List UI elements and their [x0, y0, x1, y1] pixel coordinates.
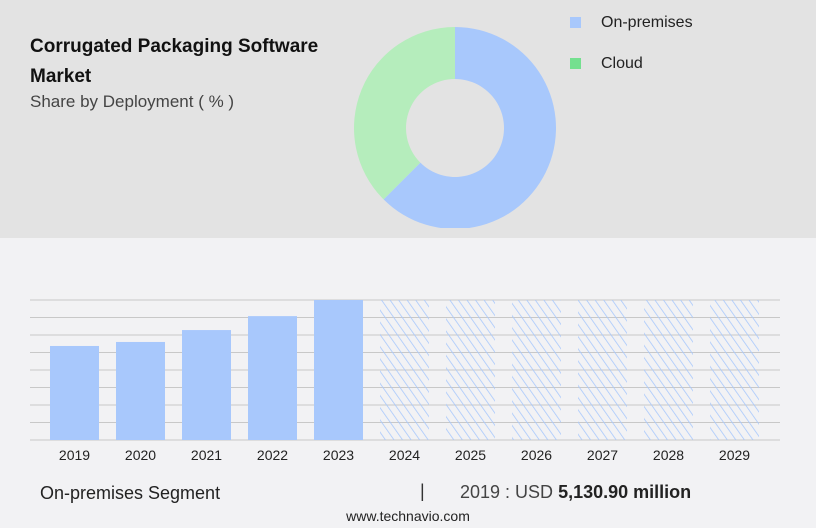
bar-2021 [182, 330, 231, 440]
bar-2024 [380, 300, 429, 440]
donut-slice-on-premises [383, 27, 556, 228]
bar-2025 [446, 300, 495, 440]
legend-swatch [570, 17, 581, 29]
chart-subtitle: Share by Deployment ( % ) [30, 92, 235, 111]
bar-2023 [314, 300, 363, 440]
donut-slice-cloud [353, 27, 455, 200]
bar-2019 [50, 345, 99, 440]
x-tick-label: 2027 [587, 447, 618, 463]
bar-2027 [578, 300, 627, 440]
legend-on-premises: On-premises [570, 14, 693, 32]
legend-label: On-premises [601, 14, 693, 31]
segment-value: 2019 : USD 5,130.90 million [460, 482, 691, 503]
x-tick-label: 2020 [125, 447, 156, 463]
legend-label: Cloud [601, 55, 643, 72]
bar-2026 [512, 300, 561, 440]
x-tick-label: 2029 [719, 447, 750, 463]
value-prefix: 2019 : USD [460, 482, 554, 502]
bar-2029 [710, 300, 759, 440]
source-url: www.technavio.com [346, 508, 470, 524]
value-amount: 5,130.90 million [558, 482, 692, 502]
x-tick-label: 2023 [323, 447, 354, 463]
x-tick-label: 2022 [257, 447, 288, 463]
bar-2022 [248, 316, 297, 440]
bar-2020 [116, 341, 165, 440]
bar-2028 [644, 300, 693, 440]
separator: | [420, 481, 425, 501]
x-tick-label: 2024 [389, 447, 420, 463]
legend-swatch [570, 58, 581, 70]
x-tick-label: 2019 [59, 447, 90, 463]
x-tick-label: 2021 [191, 447, 222, 463]
segment-label: On-premises Segment [40, 483, 221, 503]
chart-title: Corrugated Packaging Software Market [30, 36, 319, 87]
x-tick-label: 2026 [521, 447, 552, 463]
legend-cloud: Cloud [570, 55, 643, 73]
x-tick-label: 2028 [653, 447, 684, 463]
x-tick-label: 2025 [455, 447, 486, 463]
